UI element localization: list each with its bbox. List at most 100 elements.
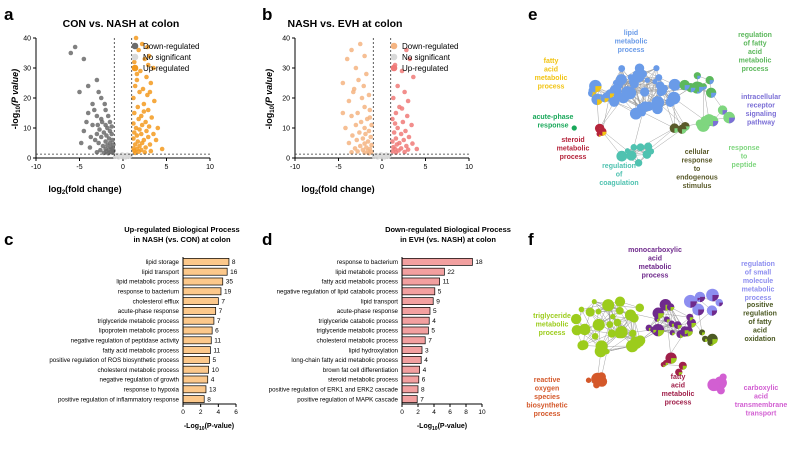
volcano-a-point-up [137, 143, 142, 149]
bar-c-count-label: 4 [211, 377, 215, 384]
volcano-b-point-up [393, 136, 399, 141]
network-f-node-slice [690, 301, 697, 308]
volcano-a-point-up [132, 130, 137, 135]
network-f-node-slice [712, 339, 718, 345]
network-e-label-line: stimulus [683, 183, 712, 190]
network-e-node-slice [602, 131, 607, 136]
volcano-b-title: NASH vs. EVH at colon [288, 18, 403, 30]
bar-d-count-label: 3 [425, 347, 429, 354]
volcano-a-point-down [68, 50, 74, 56]
volcano-a-point-down [92, 137, 98, 143]
network-f-label-line: regulation [741, 261, 775, 268]
bar-d-category-label: lipid hydroxylation [349, 347, 399, 354]
network-f-label-line: process [642, 273, 669, 280]
volcano-b-point-down [349, 113, 354, 119]
network-e-edge [670, 101, 683, 130]
network-f-label-line: oxygen [535, 386, 560, 393]
network-e-node-slice [711, 92, 717, 98]
network-e-label-line: lipid [624, 30, 638, 37]
network-e-node [630, 144, 638, 151]
network-f-node [606, 321, 614, 329]
panel-label-b: b [262, 5, 272, 24]
volcano-b-point-up [391, 95, 396, 101]
volcano-b-point-down [340, 80, 346, 86]
bar-d-count-label: 4 [423, 367, 427, 374]
bar-d-bar [401, 297, 434, 305]
network-f-label-line: regulation [743, 311, 777, 318]
network-e-label-line: of [616, 172, 623, 179]
bar-d-bar [401, 385, 419, 394]
bar-c-bar [182, 258, 230, 266]
volcano-a-point-up [145, 44, 150, 50]
volcano-a-point-ns [128, 152, 134, 158]
bar-d-bar [401, 346, 423, 354]
network-e-node [639, 101, 651, 112]
volcano-a-point-up [137, 127, 142, 132]
network-e-node [626, 150, 637, 161]
volcano-a-point-down [96, 89, 101, 95]
volcano-b-point-down [355, 110, 360, 116]
network-f-node [716, 386, 725, 395]
network-f-label-line: biosynthetic [526, 403, 567, 410]
network-f-label-line: positive [747, 302, 774, 309]
network-e-node-slice [709, 80, 714, 85]
network-e-label-line: coagulation [599, 180, 638, 187]
network-f-node [613, 318, 622, 327]
volcano-b-point-up [395, 83, 400, 89]
bar-c-count-label: 8 [207, 396, 211, 403]
network-f-node-slice [671, 358, 677, 364]
network-f-label-line: process [665, 400, 692, 407]
volcano-a-point-up [134, 71, 140, 77]
panel-label-d: d [262, 230, 272, 249]
bar-c-count-label: 7 [219, 308, 223, 315]
network-e-node [644, 77, 650, 83]
volcano-a-point-up [147, 142, 153, 147]
volcano-a-y-tick-label: 40 [23, 36, 31, 43]
volcano-a-point-up [147, 89, 153, 95]
volcano-a-xlabel: log2(fold change) [48, 184, 121, 196]
network-e-label-line: receptor [747, 103, 775, 110]
network-e-label: steroid metabolic process [557, 137, 590, 161]
bar-d-count-label: 18 [475, 259, 483, 266]
network-f-edge [594, 301, 611, 325]
volcano-a-point-down [98, 134, 104, 140]
volcano-b-xlabel: log2(fold change) [301, 184, 374, 196]
bar-d-bar [401, 375, 420, 384]
panel-label-f: f [528, 230, 534, 249]
network-e-label-line: endogenous [676, 175, 718, 182]
volcano-b-point-down [356, 77, 361, 83]
bar-d-bar [401, 316, 430, 325]
network-f-node [578, 306, 585, 313]
network-f-edge [656, 318, 681, 335]
volcano-a-point-up [142, 150, 148, 155]
network-e-node-slice [604, 98, 609, 103]
volcano-a-point-up [146, 124, 152, 129]
network-e-edge [670, 102, 686, 127]
bar-c-bar [182, 287, 222, 296]
volcano-b-point-down [357, 143, 363, 149]
volcano-a-point-up [132, 142, 138, 147]
volcano-a-point-down [105, 150, 111, 156]
bar-d-bar [401, 287, 436, 296]
volcano-a-point-down [105, 125, 110, 131]
bar-c-bar [182, 395, 205, 403]
network-e-label-line: metabolic [535, 75, 568, 82]
network-f-node-slice [682, 365, 687, 370]
bar-c-bar [182, 375, 209, 384]
network-f-node [577, 340, 588, 351]
network-e-label-line: process [560, 154, 587, 161]
network-f-node-slice [684, 330, 689, 335]
bar-c-category-label: acute-phase response [118, 308, 180, 315]
network-e-label-line: process [538, 84, 565, 91]
volcano-a-point-up [136, 116, 141, 122]
volcano-b-point-up [405, 147, 411, 152]
network-e-label: fatty acid metabolic process [535, 58, 568, 91]
bar-c-category-label: fatty acid metabolic process [103, 347, 179, 354]
volcano-a-point-up [133, 125, 139, 131]
volcano-a-point-down [94, 131, 100, 137]
volcano-b-point-up [407, 56, 413, 62]
network-f-node [610, 313, 616, 320]
volcano-a-y-tick-label: 20 [23, 96, 31, 103]
